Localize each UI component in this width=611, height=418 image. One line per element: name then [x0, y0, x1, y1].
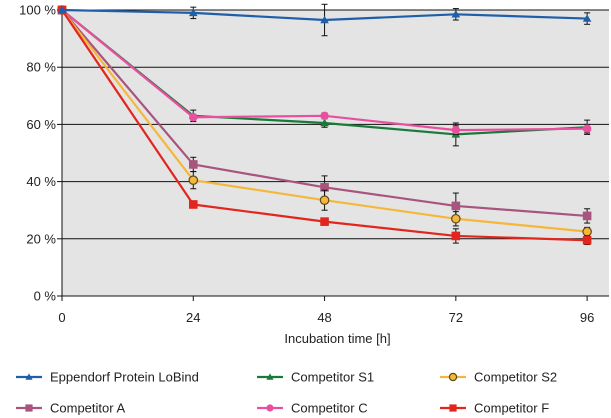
data-point — [320, 15, 329, 24]
data-point — [320, 217, 329, 226]
legend-marker — [25, 404, 33, 412]
x-tick-label: 24 — [186, 310, 200, 325]
legend-marker — [266, 373, 274, 380]
legend-item: Competitor F — [440, 401, 549, 416]
x-tick-label: 48 — [317, 310, 331, 325]
data-point — [451, 231, 461, 241]
data-point — [188, 175, 199, 185]
data-point — [451, 201, 461, 211]
data-point — [320, 183, 329, 192]
data-point — [320, 118, 329, 127]
y-tick-labels: 0 % 20 % 40 % 60 % 80 % 100 % — [19, 3, 56, 304]
legend-label: Competitor A — [50, 401, 125, 416]
data-point — [582, 124, 592, 133]
legend-label: Eppendorf Protein LoBind — [50, 370, 199, 385]
data-point — [188, 200, 198, 209]
legend-item: Competitor S2 — [440, 370, 557, 385]
y-tick-label: 100 % — [19, 3, 56, 18]
legend: Eppendorf Protein LoBind Competitor S1 Com… — [16, 370, 557, 416]
series-eppendorf-protein-lobind — [57, 3, 592, 37]
data-point — [320, 111, 329, 121]
data-point — [582, 211, 592, 221]
legend-label: Competitor S2 — [474, 370, 557, 385]
legend-label: Competitor S1 — [291, 370, 374, 385]
x-tick-label: 96 — [580, 310, 594, 325]
data-point — [451, 9, 461, 18]
x-tick-label: 0 — [58, 310, 65, 325]
data-point — [451, 125, 461, 135]
legend-label: Competitor F — [474, 401, 549, 416]
legend-item: Competitor A — [16, 401, 125, 416]
plot-area — [62, 10, 609, 296]
x-tick-label: 72 — [449, 310, 463, 325]
data-point — [582, 235, 592, 245]
y-tick-label: 60 % — [26, 117, 56, 132]
x-tick-labels: 0 24 48 72 96 — [58, 310, 594, 325]
data-point — [451, 213, 461, 224]
data-point — [319, 195, 330, 205]
legend-item: Eppendorf Protein LoBind — [16, 370, 199, 385]
data-point — [582, 14, 592, 22]
legend-item: Competitor S1 — [257, 370, 374, 385]
axes — [61, 10, 609, 301]
data-point — [57, 5, 67, 14]
legend-marker — [25, 373, 33, 380]
legend-marker — [266, 404, 274, 412]
y-tick-label: 0 % — [34, 289, 57, 304]
legend-marker — [449, 404, 457, 412]
data-point — [189, 113, 198, 122]
x-axis-title: Incubation time [h] — [284, 331, 390, 346]
data-point — [188, 160, 198, 169]
data-point — [188, 8, 198, 17]
legend-marker — [448, 372, 458, 382]
legend-item: Competitor C — [257, 401, 368, 416]
y-tick-label: 40 % — [26, 174, 56, 189]
y-tick-label: 20 % — [26, 231, 56, 246]
legend-label: Competitor C — [291, 401, 368, 416]
data-point — [582, 226, 592, 237]
y-tick-label: 80 % — [26, 60, 56, 75]
series-group — [57, 3, 592, 246]
